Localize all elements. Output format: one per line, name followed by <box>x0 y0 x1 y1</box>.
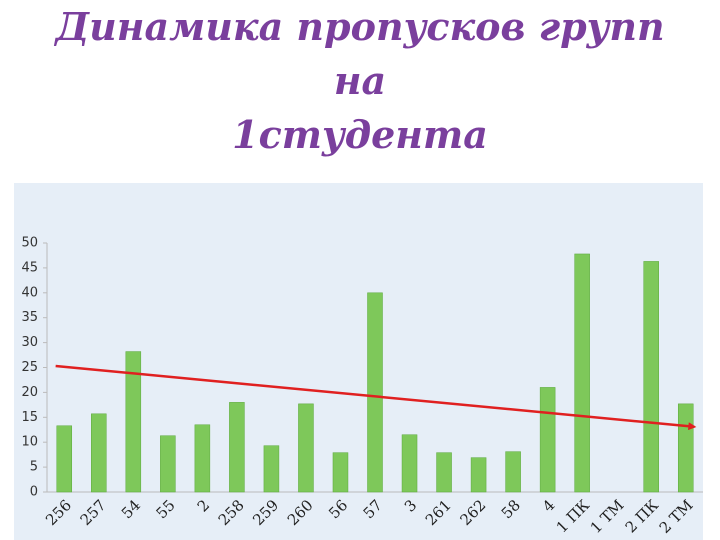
bar <box>332 452 349 493</box>
bar <box>91 413 107 493</box>
title: Динамика пропусков групп на 1студента <box>0 0 720 162</box>
y-tick-label: 20 <box>21 385 38 400</box>
bar <box>298 403 314 493</box>
title-line: Динамика пропусков групп <box>55 4 665 49</box>
bar <box>677 403 694 493</box>
bar <box>125 351 142 493</box>
title-line: 1студента <box>232 112 488 157</box>
y-tick-label: 35 <box>21 310 38 325</box>
y-tick-label: 5 <box>30 460 38 475</box>
bar <box>436 452 452 493</box>
title-line: на <box>333 58 387 103</box>
bar <box>574 253 590 493</box>
bar <box>401 434 418 493</box>
y-tick-label: 0 <box>30 485 38 500</box>
bar <box>194 424 211 493</box>
bar <box>643 261 659 493</box>
bar <box>229 402 245 493</box>
y-tick-label: 50 <box>21 236 38 251</box>
y-tick-label: 30 <box>21 335 38 350</box>
y-tick-label: 45 <box>21 260 38 275</box>
trendline <box>55 364 697 431</box>
bar <box>56 425 73 493</box>
y-tick-label: 25 <box>21 360 38 375</box>
y-tick-label: 10 <box>21 435 38 450</box>
bar <box>367 292 383 493</box>
bar <box>263 445 280 493</box>
y-tick-label: 15 <box>21 410 38 425</box>
bar <box>539 387 556 493</box>
chart-background <box>14 183 703 540</box>
y-tick-label: 40 <box>21 285 38 300</box>
bar <box>160 435 176 493</box>
bar <box>505 451 521 493</box>
bar <box>470 457 487 493</box>
